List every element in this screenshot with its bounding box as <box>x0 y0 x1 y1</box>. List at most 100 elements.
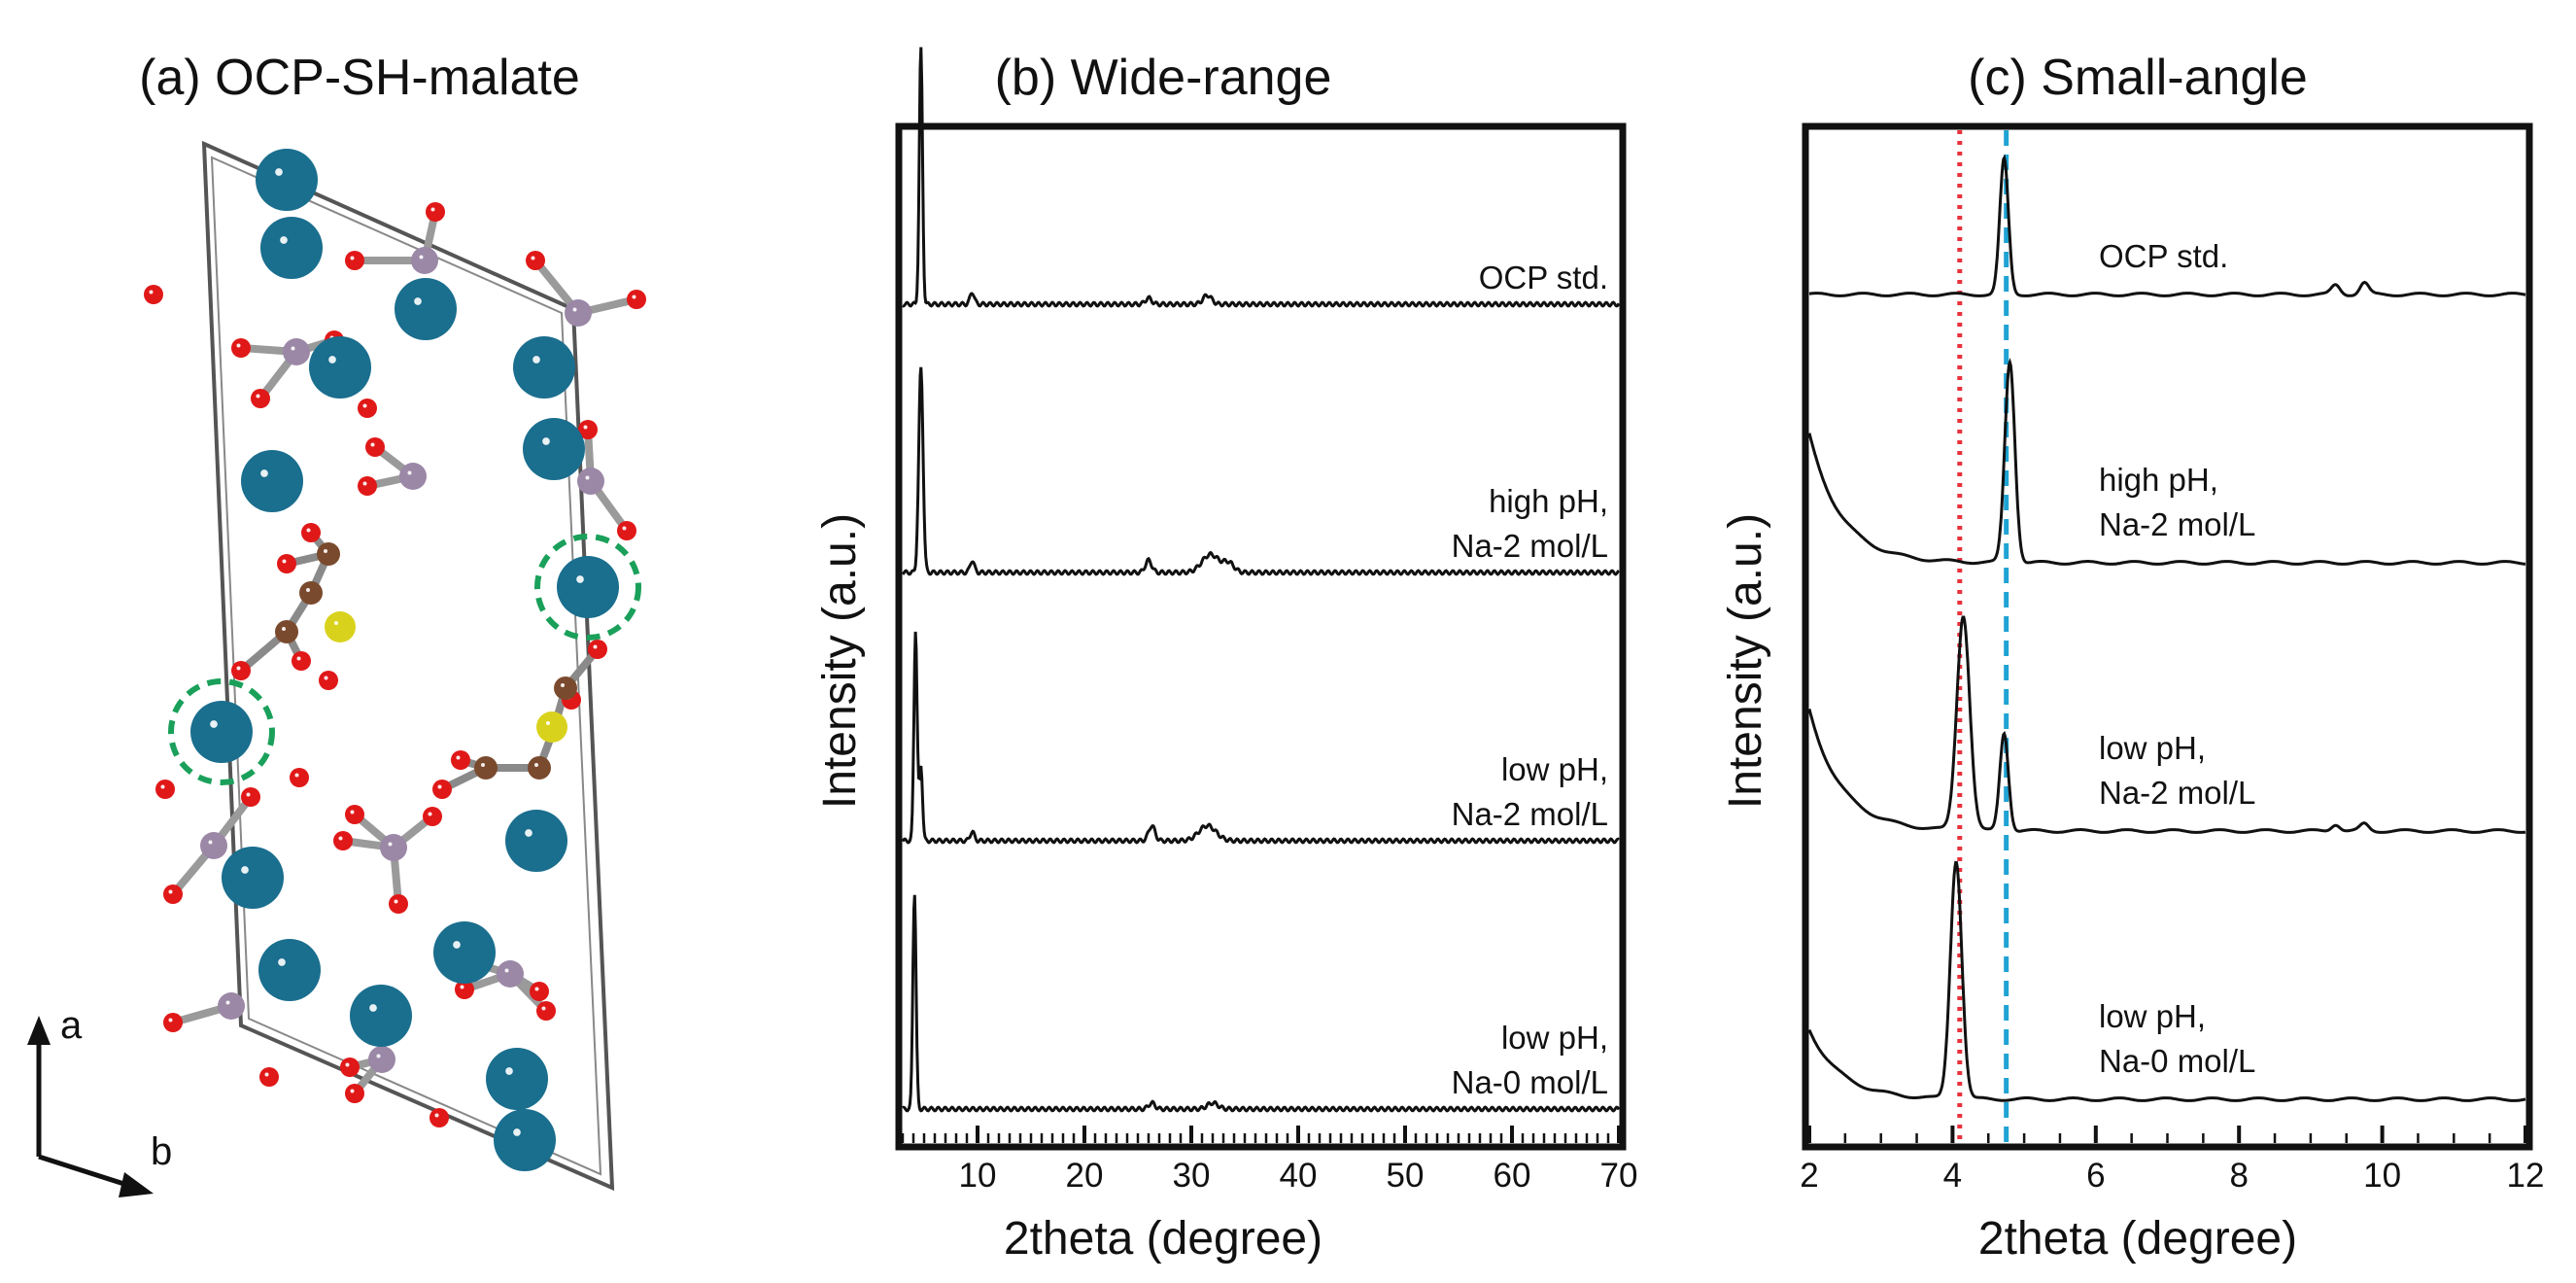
phosphorus-atom <box>368 1046 395 1073</box>
phosphorus-atom <box>411 247 438 274</box>
oxygen-atom <box>277 554 296 573</box>
x-tick-label: 10 <box>2363 1157 2401 1195</box>
oxygen-atom <box>231 338 251 358</box>
series-line <box>901 366 1620 576</box>
phosphorus-atom <box>399 463 427 490</box>
oxygen-atom <box>455 980 474 999</box>
series-label: OCP std. <box>1479 260 1608 295</box>
x-tick-label: 10 <box>959 1157 997 1195</box>
calcium-atom <box>258 939 321 1001</box>
axis-a-label: a <box>60 1004 83 1047</box>
panel-c-ylabel: Intensity (a.u.) <box>1720 513 1771 809</box>
oxygen-atom <box>389 894 408 914</box>
series-label: high pH, <box>2099 462 2218 498</box>
calcium-atom <box>190 701 253 763</box>
oxygen-atom <box>526 251 545 270</box>
panel-b-ylabel: Intensity (a.u.) <box>814 513 866 809</box>
oxygen-atom <box>345 251 364 270</box>
series-label: high pH, <box>1489 483 1608 519</box>
x-tick-label: 40 <box>1280 1157 1318 1195</box>
series-label: Na-2 mol/L <box>1452 796 1608 832</box>
carbon-atom <box>554 676 577 700</box>
axis-b-label: b <box>151 1130 172 1173</box>
calcium-atom <box>494 1109 556 1171</box>
oxygen-atom <box>426 202 445 222</box>
panel-a-title: (a) OCP-SH-malate <box>139 50 580 106</box>
calcium-atom <box>557 556 619 618</box>
oxygen-atom <box>333 831 353 850</box>
axis-b-arrowhead <box>119 1172 154 1197</box>
panel-b-title: (b) Wide-range <box>995 50 1332 106</box>
phosphorus-atom <box>380 834 407 861</box>
panel-c-xlabel: 2theta (degree) <box>1978 1213 2297 1265</box>
oxygen-atom <box>345 805 364 824</box>
series-line <box>1808 154 2526 297</box>
x-tick-label: 2 <box>1800 1157 1818 1195</box>
series-label: OCP std. <box>2099 238 2228 274</box>
panel-c-plot-area: 2 4 6 8 10 12 OCP std. high pH, Na-2 mol/L low pH… <box>1800 130 2544 1195</box>
calcium-atom <box>395 278 457 340</box>
oxygen-atom <box>155 780 175 799</box>
oxygen-atom <box>358 476 377 496</box>
carbon-atom <box>299 581 323 605</box>
oxygen-atom <box>345 1084 364 1103</box>
highlight-circle-left <box>168 678 275 785</box>
calcium-atom <box>350 985 412 1047</box>
x-tick-label: 8 <box>2229 1157 2248 1195</box>
oxygen-atom <box>536 1001 556 1021</box>
oxygen-atom <box>292 651 311 671</box>
carbon-atom <box>275 620 298 643</box>
oxygen-atom <box>423 807 442 826</box>
panel-b-plot-area: 10 20 30 40 50 60 70 OCP std. high pH, Na-2 mol/L… <box>901 47 1638 1195</box>
oxygen-atom <box>290 768 309 787</box>
series-label: low pH, <box>2099 998 2206 1034</box>
series-line <box>902 894 1621 1113</box>
calcium-atom <box>260 217 323 279</box>
x-tick-label: 20 <box>1066 1157 1104 1195</box>
series-label: Na-2 mol/L <box>2099 775 2255 811</box>
panel-c-frame <box>1802 122 2533 1151</box>
panel-b-xlabel: 2theta (degree) <box>1004 1213 1322 1265</box>
x-tick-label: 70 <box>1600 1157 1638 1195</box>
series-label: low pH, <box>1501 1020 1608 1056</box>
calcium-atom <box>309 336 371 399</box>
series-label: Na-2 mol/L <box>2099 506 2255 542</box>
calcium-atom <box>433 921 496 984</box>
oxygen-atom <box>144 285 163 304</box>
calcium-atom <box>222 847 284 909</box>
x-tick-label: 30 <box>1173 1157 1211 1195</box>
phosphorus-atom <box>565 299 592 327</box>
panel-c-title: (c) Small-angle <box>1968 50 2308 106</box>
carbon-atom <box>528 756 551 780</box>
calcium-atom <box>523 418 585 480</box>
series-line <box>1807 615 2526 834</box>
calcium-atom <box>486 1048 548 1110</box>
calcium-atom <box>241 450 303 512</box>
series-label: Na-0 mol/L <box>2099 1043 2255 1079</box>
oxygen-atom <box>319 671 338 690</box>
series-line <box>1807 358 2525 566</box>
oxygen-atom <box>429 1108 449 1127</box>
calcium-atom <box>256 149 318 211</box>
oxygen-atom <box>578 420 598 439</box>
oxygen-atom <box>451 750 470 770</box>
panel-c-small-angle-chart: (c) Small-angle 2theta (degree) Intensit… <box>1720 50 2544 1265</box>
phosphorus-atom <box>577 468 604 495</box>
highlight-circle-right <box>534 534 641 641</box>
series-line <box>901 631 1620 845</box>
oxygen-atom <box>358 399 377 418</box>
oxygen-atom <box>340 1058 360 1077</box>
oxygen-atom <box>259 1067 279 1087</box>
oxygen-atom <box>617 521 636 540</box>
calcium-atom <box>513 336 575 399</box>
series-label: low pH, <box>1501 751 1608 787</box>
oxygen-atom <box>530 982 549 1001</box>
carbon-atom <box>474 756 498 780</box>
sulfur-atom <box>536 711 567 743</box>
series-label: Na-2 mol/L <box>1452 528 1608 564</box>
oxygen-atom <box>365 437 385 457</box>
x-tick-label: 4 <box>1943 1157 1962 1195</box>
atom-group <box>144 149 646 1171</box>
oxygen-atom <box>627 290 646 309</box>
x-tick-label: 12 <box>2507 1157 2545 1195</box>
